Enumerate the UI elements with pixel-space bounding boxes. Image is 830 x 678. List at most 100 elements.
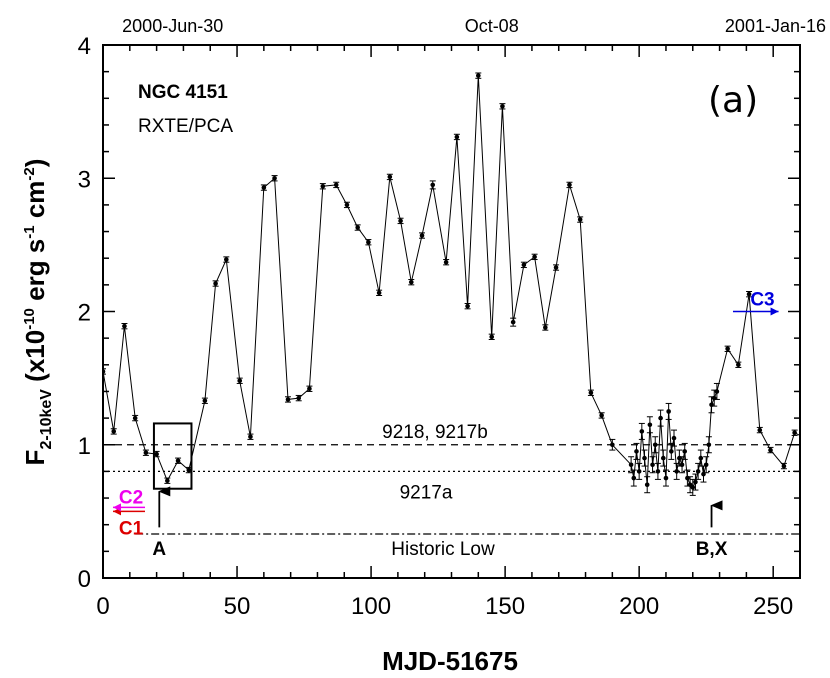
x-tick-label: 50 [224, 593, 251, 620]
data-point [736, 362, 741, 368]
data-point [690, 485, 696, 490]
y-axis-title-unit1-exp: -1 [21, 225, 38, 238]
data-point [489, 334, 495, 340]
data-point [175, 458, 181, 464]
data-point [693, 479, 698, 485]
data-point [647, 422, 653, 428]
data-point [532, 254, 537, 260]
y-tick-label: 1 [78, 433, 91, 460]
x-tick-label: 100 [351, 593, 391, 620]
data-point [669, 449, 674, 454]
data-point [419, 233, 425, 238]
marker-label-C1: C1 [119, 518, 144, 539]
data-point [650, 462, 655, 468]
data-point [543, 325, 548, 330]
data-series [103, 72, 808, 496]
data-point [408, 279, 414, 285]
data-point [202, 398, 208, 404]
x-axis-title: MJD-51675 [382, 646, 518, 676]
data-point [248, 434, 253, 440]
y-tick-label: 3 [78, 166, 91, 193]
top-date-label: Oct-08 [465, 16, 519, 36]
data-point [132, 415, 138, 421]
y-axis-title-unit1: erg s [20, 239, 50, 308]
y-axis-title-sub: 2-10keV [38, 389, 55, 450]
data-point [792, 430, 797, 436]
data-point [154, 451, 159, 457]
ref-label-9217a: 9217a [400, 482, 453, 503]
arrow-label-B,X: B,X [696, 539, 728, 560]
data-point [285, 397, 291, 402]
data-point [660, 455, 666, 461]
data-point [682, 449, 688, 454]
data-point [476, 73, 481, 78]
y-tick-label: 0 [78, 566, 91, 593]
data-point [655, 469, 661, 474]
data-point [443, 259, 449, 265]
plot-frame: 0 50 100 150 200 250 0 1 2 3 4 2000-Jun-30 Oct-08 200… [78, 16, 826, 620]
data-point [237, 378, 243, 384]
data-point [714, 389, 720, 394]
x-tick-label: 0 [96, 593, 109, 620]
data-point [588, 390, 594, 396]
y-axis-title-exp: -10 [21, 308, 38, 330]
data-point [165, 478, 170, 484]
data-point [757, 427, 763, 433]
data-point [639, 429, 645, 434]
data-point [698, 455, 704, 461]
y-axis-title-rest: (x10 [20, 330, 50, 389]
selection-box [152, 422, 193, 490]
x-tick-label: 150 [485, 593, 525, 620]
x-tick-label: 200 [619, 593, 659, 620]
data-point [186, 467, 192, 473]
data-point [658, 415, 663, 421]
data-point [213, 281, 218, 286]
data-point [679, 462, 685, 468]
data-point [644, 482, 650, 488]
series-group [103, 72, 808, 496]
data-point [500, 103, 505, 109]
data-point [111, 429, 117, 434]
data-point [320, 183, 326, 189]
data-point [781, 463, 787, 469]
data-point [631, 475, 637, 481]
data-point [307, 386, 312, 392]
data-point [272, 175, 277, 181]
data-point [510, 319, 516, 325]
marker-head-C3 [770, 307, 779, 316]
data-point [261, 185, 267, 190]
y-axis-title-close: ) [20, 159, 50, 168]
data-point [103, 369, 106, 374]
data-point [577, 217, 583, 222]
data-point [652, 442, 658, 448]
annotations: A B,X C1 C2 C3 [113, 290, 779, 560]
data-point [344, 202, 350, 208]
y-tick-label: 4 [78, 33, 91, 60]
data-point [634, 449, 639, 454]
y-axis-title-unit2-exp: -2 [21, 167, 38, 180]
data-point [803, 436, 808, 441]
marker-label-C2: C2 [119, 487, 143, 508]
instrument-label: RXTE/PCA [138, 116, 233, 137]
data-point [746, 291, 752, 297]
data-point [224, 257, 229, 262]
data-point [567, 182, 572, 188]
data-point [430, 182, 436, 188]
data-point [454, 134, 460, 140]
svg-text:F2-10keV (x10-10 erg s-1 cm-2): F2-10keV (x10-10 erg s-1 cm-2) [20, 159, 55, 466]
marker-head-C2 [113, 503, 121, 512]
data-point [599, 413, 604, 418]
data-point [642, 455, 647, 461]
top-date-label: 2001-Jan-16 [725, 16, 826, 36]
data-point [610, 442, 615, 448]
data-point [553, 265, 559, 270]
data-point [122, 323, 127, 329]
marker-label-C3: C3 [750, 290, 774, 311]
data-point [521, 262, 527, 268]
data-point [366, 239, 371, 245]
data-point [333, 182, 339, 188]
y-tick-label: 2 [78, 300, 91, 327]
data-point [636, 469, 642, 474]
data-point [663, 475, 669, 481]
